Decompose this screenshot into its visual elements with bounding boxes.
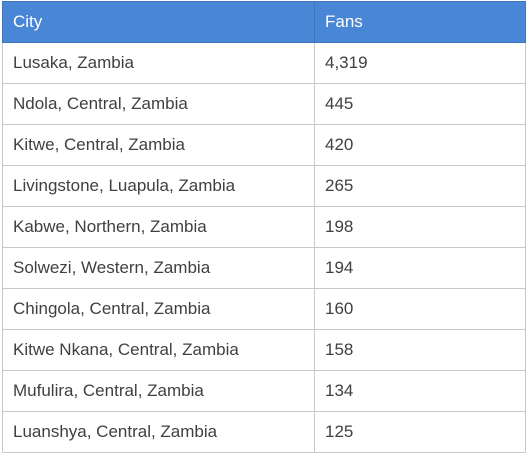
data-table: City Fans Lusaka, Zambia 4,319 Ndola, Centr… [2,1,526,453]
fans-cell: 4,319 [314,42,526,84]
table-row: Ndola, Central, Zambia 445 [2,83,526,125]
table-row: Mufulira, Central, Zambia 134 [2,370,526,412]
city-cell: Ndola, Central, Zambia [2,83,315,125]
table-row: Kitwe, Central, Zambia 420 [2,124,526,166]
fans-cell: 265 [314,165,526,207]
fans-cell: 134 [314,370,526,412]
table-header: City Fans [2,1,526,43]
table-body: Lusaka, Zambia 4,319 Ndola, Central, Zambi… [2,42,526,453]
table-row: Solwezi, Western, Zambia 194 [2,247,526,289]
table-row: Kabwe, Northern, Zambia 198 [2,206,526,248]
table-row: Livingstone, Luapula, Zambia 265 [2,165,526,207]
city-cell: Chingola, Central, Zambia [2,288,315,330]
header-cell: City [2,1,315,43]
fans-cell: 158 [314,329,526,371]
fans-cell: 194 [314,247,526,289]
header-cell: Fans [314,1,526,43]
fans-cell: 445 [314,83,526,125]
table-row: Kitwe Nkana, Central, Zambia 158 [2,329,526,371]
city-cell: Livingstone, Luapula, Zambia [2,165,315,207]
table-row: Chingola, Central, Zambia 160 [2,288,526,330]
fans-cell: 198 [314,206,526,248]
city-cell: Lusaka, Zambia [2,42,315,84]
city-cell: Mufulira, Central, Zambia [2,370,315,412]
fans-cell: 125 [314,411,526,453]
city-cell: Solwezi, Western, Zambia [2,247,315,289]
city-cell: Luanshya, Central, Zambia [2,411,315,453]
city-cell: Kitwe, Central, Zambia [2,124,315,166]
table-row: Luanshya, Central, Zambia 125 [2,411,526,453]
fans-cell: 420 [314,124,526,166]
fans-cell: 160 [314,288,526,330]
header-row: City Fans [2,1,526,43]
city-cell: Kabwe, Northern, Zambia [2,206,315,248]
city-cell: Kitwe Nkana, Central, Zambia [2,329,315,371]
table-row: Lusaka, Zambia 4,319 [2,42,526,84]
